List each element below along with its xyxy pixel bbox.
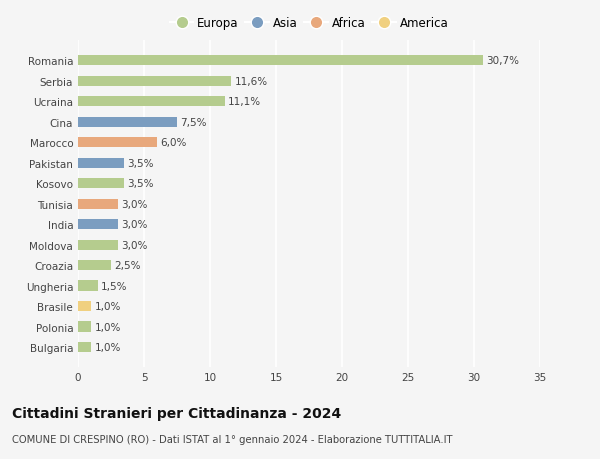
Bar: [78, 138, 157, 148]
Bar: [78, 301, 91, 312]
Text: 30,7%: 30,7%: [487, 56, 520, 66]
Text: 2,5%: 2,5%: [114, 261, 141, 270]
Bar: [78, 97, 224, 107]
Bar: [78, 342, 91, 353]
Text: 3,0%: 3,0%: [121, 199, 147, 209]
Text: 3,0%: 3,0%: [121, 240, 147, 250]
Bar: [78, 56, 483, 67]
Text: 11,6%: 11,6%: [235, 77, 268, 87]
Bar: [78, 77, 231, 87]
Bar: [78, 260, 111, 271]
Text: 6,0%: 6,0%: [161, 138, 187, 148]
Text: 7,5%: 7,5%: [181, 118, 207, 128]
Text: 3,5%: 3,5%: [128, 158, 154, 168]
Bar: [78, 179, 124, 189]
Text: 1,0%: 1,0%: [95, 322, 121, 332]
Bar: [78, 322, 91, 332]
Bar: [78, 118, 177, 128]
Text: Cittadini Stranieri per Cittadinanza - 2024: Cittadini Stranieri per Cittadinanza - 2…: [12, 406, 341, 420]
Bar: [78, 158, 124, 168]
Legend: Europa, Asia, Africa, America: Europa, Asia, Africa, America: [167, 15, 451, 32]
Text: 3,0%: 3,0%: [121, 220, 147, 230]
Text: 3,5%: 3,5%: [128, 179, 154, 189]
Bar: [78, 281, 98, 291]
Bar: [78, 219, 118, 230]
Text: 1,5%: 1,5%: [101, 281, 128, 291]
Text: COMUNE DI CRESPINO (RO) - Dati ISTAT al 1° gennaio 2024 - Elaborazione TUTTITALI: COMUNE DI CRESPINO (RO) - Dati ISTAT al …: [12, 434, 452, 444]
Text: 1,0%: 1,0%: [95, 342, 121, 352]
Bar: [78, 240, 118, 250]
Bar: [78, 199, 118, 209]
Text: 11,1%: 11,1%: [228, 97, 261, 107]
Text: 1,0%: 1,0%: [95, 302, 121, 311]
